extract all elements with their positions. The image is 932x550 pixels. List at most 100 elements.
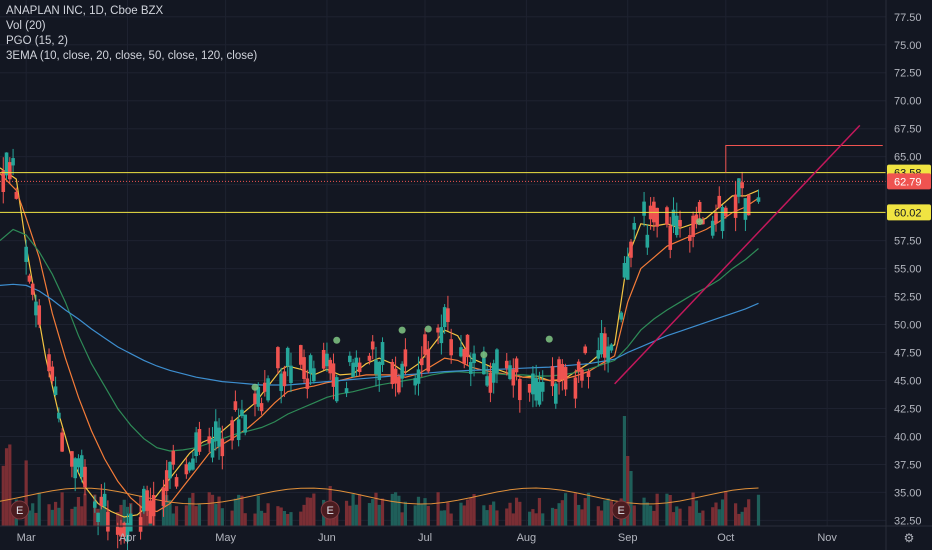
volume-bar [577,504,581,526]
volume-bar [573,493,578,526]
candle-body [151,495,156,517]
candle-body [531,373,535,395]
candle-body [374,360,378,375]
volume-indicator-label[interactable]: Vol (20) [6,20,46,32]
price-tag-last-bg [887,173,931,190]
candle-body [720,207,725,232]
volume-bar [358,494,362,526]
price-tick-label: 45.00 [894,376,922,388]
candle-body [603,333,607,358]
volume-bar [632,505,636,526]
volume-bar [626,456,630,526]
volume-bar [564,493,568,526]
candle-body [446,308,450,323]
volume-bar [24,460,28,526]
candle-body [282,371,287,387]
volume-bar [698,512,702,526]
time-tick-label: Nov [817,532,837,544]
candle-body [164,470,169,491]
candle-body [37,305,42,325]
volume-bar [717,509,721,526]
candle-body [508,365,512,380]
volume-bar [99,505,103,526]
candle-body [573,377,578,399]
price-tick-label: 67.50 [894,124,922,136]
volume-bar [37,492,41,526]
candle-body [148,500,153,524]
volume-bar [688,506,692,526]
volume-bar [70,508,74,526]
candle-body [14,191,19,199]
volume-bar [171,513,175,526]
candle-body [733,194,738,218]
volume-bar [675,506,679,526]
volume-bar [233,498,237,526]
candle-body [419,358,424,366]
volume-bar [194,506,198,526]
candle-body [142,488,146,512]
volume-bar [380,498,385,526]
candle-body [27,275,32,282]
candle-body [194,432,198,457]
volume-bar [652,510,656,526]
candle-body [540,382,545,392]
candle-body [606,346,610,363]
candle-body [534,378,538,401]
volume-bar [629,471,633,526]
volume-bar [537,497,542,526]
candle-body [47,354,51,372]
candle-body [468,362,473,374]
candle-body [403,349,408,367]
volume-bar [299,511,303,526]
candle-body [671,209,676,226]
candle-body [619,312,623,320]
candle-body [416,369,421,384]
settings-icon[interactable]: ⚙ [904,531,915,545]
volume-bar [420,504,424,526]
candle-body [504,360,509,369]
time-tick-label: Jun [318,532,336,544]
pgo-indicator-label[interactable]: PGO (15, 2) [6,35,68,47]
candle-body [400,363,404,379]
candle-body [57,412,61,419]
volume-bar [701,510,705,526]
candle-body [308,355,313,374]
volume-bar [83,493,87,526]
volume-bar [668,494,672,526]
candle-body [50,366,55,382]
candle-body [83,466,87,488]
volume-bar [720,499,725,526]
candle-body [285,347,290,367]
volume-bar [482,505,486,526]
volume-bar [665,493,669,526]
ema-indicator-label[interactable]: 3EMA (10, close, 20, close, 50, close, 1… [6,50,258,62]
candle-body [370,341,375,350]
symbol-title[interactable]: ANAPLAN INC, 1D, Cboe BZX [6,5,164,17]
volume-bar [367,503,372,526]
candle-body [622,262,627,278]
volume-bar [276,506,280,526]
price-tick-label: 35.00 [894,487,922,499]
volume-bar [393,492,398,526]
candle-body [106,512,110,532]
candle-body [580,369,584,381]
time-tick-label: Mar [17,532,36,544]
candle-body [348,355,352,363]
volume-bar [528,511,532,526]
candle-body [76,458,81,468]
candle-body [674,215,679,236]
candle-body [125,522,130,542]
signal-dot [545,335,553,343]
volume-bar [596,506,600,526]
volume-bar [642,497,646,526]
volume-bar [583,498,587,526]
candle-body [694,214,699,225]
volume-bar [145,508,149,526]
candle-body [122,522,127,537]
volume-bar [188,497,192,526]
candle-body [161,487,166,506]
candle-body [73,458,77,479]
volume-bar [508,502,512,526]
